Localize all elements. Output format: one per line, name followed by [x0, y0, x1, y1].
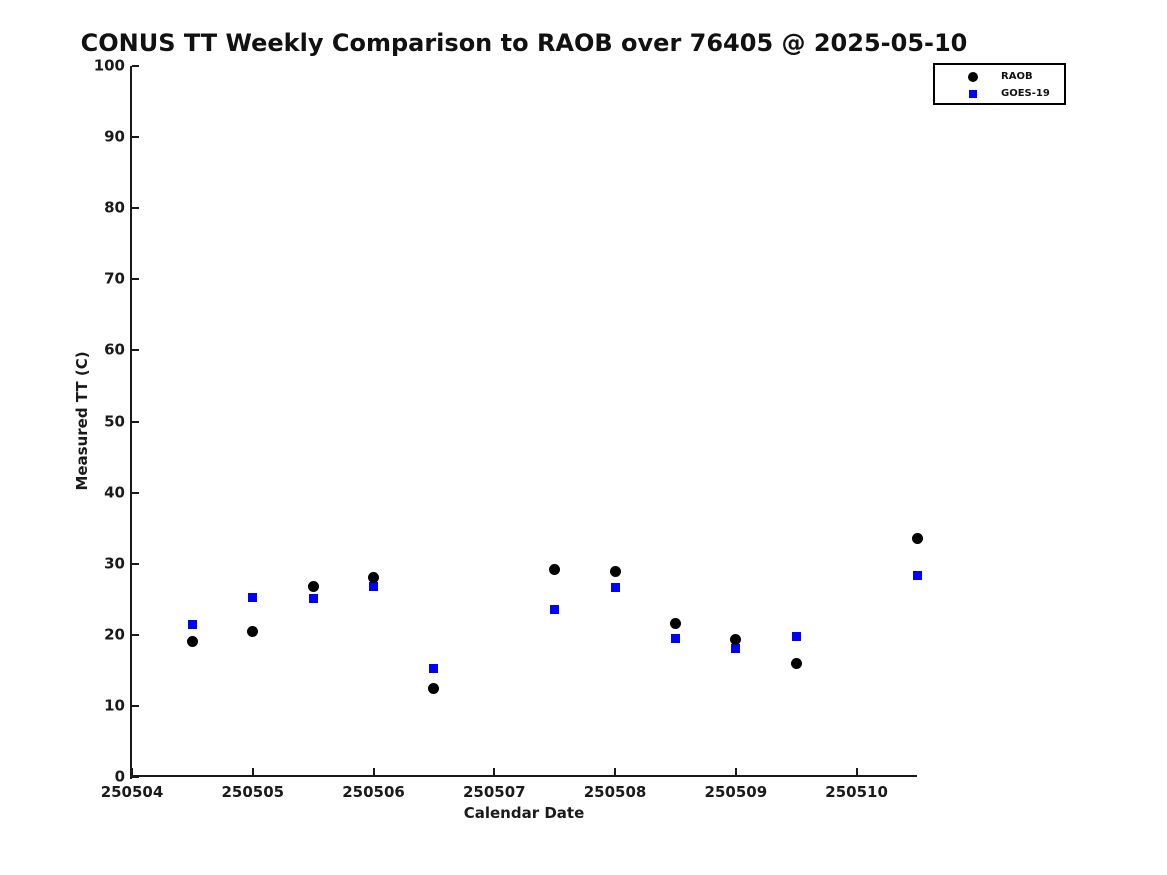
y-tick [132, 776, 139, 778]
x-tick [251, 768, 254, 775]
x-tick-label: 250510 [825, 783, 888, 801]
x-tick-label: 250509 [704, 783, 768, 801]
y-tick-label: 90 [104, 127, 125, 146]
legend-item-goes19: GOES-19 [935, 85, 1064, 102]
y-tick [132, 136, 139, 139]
x-tick-label: 250508 [583, 783, 647, 801]
data-point-raob [911, 533, 923, 545]
x-axis-line [130, 775, 917, 777]
y-tick-label: 50 [104, 412, 125, 431]
data-point-raob [669, 617, 681, 629]
y-tick-label: 20 [104, 625, 125, 644]
y-tick-label: 100 [93, 56, 125, 75]
data-point-raob [307, 580, 319, 592]
data-point-goes19 [791, 632, 801, 642]
data-point-goes19 [731, 643, 741, 653]
x-tick [372, 768, 375, 775]
y-tick-label: 70 [104, 269, 125, 288]
data-point-goes19 [308, 594, 318, 604]
y-tick [132, 704, 139, 707]
x-tick [614, 768, 617, 775]
data-point-raob [609, 566, 621, 578]
data-point-goes19 [248, 593, 258, 603]
y-tick [132, 65, 139, 67]
data-point-raob [428, 682, 440, 694]
data-point-raob [790, 657, 802, 669]
data-point-goes19 [912, 571, 922, 581]
y-axis-label: Measured TT (C) [73, 351, 91, 491]
x-tick-label: 250505 [221, 783, 285, 801]
data-point-raob [186, 636, 198, 648]
y-tick [132, 633, 139, 636]
y-tick [132, 562, 139, 565]
data-point-raob [368, 572, 380, 584]
data-point-goes19 [429, 664, 439, 674]
x-tick [734, 768, 737, 775]
data-point-raob [730, 633, 742, 645]
y-tick-label: 60 [104, 341, 125, 360]
x-tick [855, 768, 858, 775]
data-point-goes19 [610, 583, 620, 593]
y-axis-line [130, 66, 132, 779]
x-axis-label: Calendar Date [463, 804, 585, 822]
x-tick [493, 768, 496, 775]
y-tick [132, 420, 139, 423]
y-tick [132, 207, 139, 210]
goes19-square-marker-icon [967, 89, 979, 98]
data-point-goes19 [369, 581, 379, 591]
x-tick [131, 768, 133, 775]
data-point-raob [549, 563, 561, 575]
chart-title: CONUS TT Weekly Comparison to RAOB over … [80, 29, 968, 57]
y-tick-label: 10 [104, 696, 125, 715]
y-tick-label: 0 [114, 767, 125, 786]
x-tick-label: 250504 [100, 783, 164, 801]
legend-label-raob: RAOB [1001, 71, 1033, 82]
data-point-goes19 [550, 605, 560, 615]
y-tick [132, 491, 139, 494]
data-point-goes19 [670, 633, 680, 643]
y-tick [132, 349, 139, 352]
x-tick-label: 250506 [342, 783, 405, 801]
y-tick-label: 80 [104, 198, 125, 217]
y-tick [132, 278, 139, 281]
raob-circle-marker-icon [967, 71, 979, 82]
y-tick-label: 30 [104, 554, 125, 573]
x-tick-label: 250507 [462, 783, 526, 801]
data-point-goes19 [187, 619, 197, 629]
data-point-raob [247, 625, 259, 637]
y-tick-label: 40 [104, 483, 125, 502]
legend-label-goes19: GOES-19 [1001, 88, 1050, 99]
legend-item-raob: RAOB [935, 68, 1064, 85]
legend: RAOB GOES-19 [933, 63, 1066, 105]
